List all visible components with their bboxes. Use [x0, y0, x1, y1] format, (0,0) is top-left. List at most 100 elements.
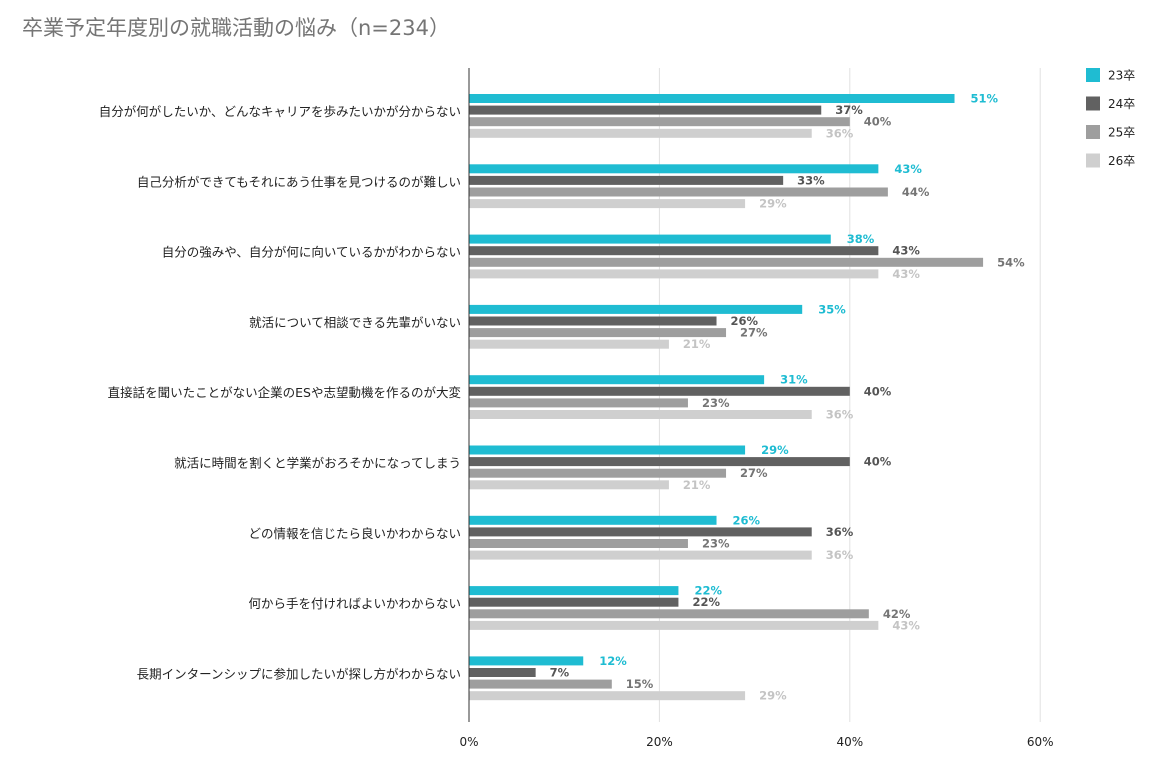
data-label: 51% [971, 92, 999, 106]
axis: 0% 20% 40% 60% [459, 68, 1054, 749]
data-label: 40% [864, 455, 892, 469]
legend-swatch[interactable] [1086, 96, 1100, 111]
data-label: 38% [847, 232, 875, 246]
x-tick-label: 0% [459, 735, 478, 749]
data-label: 43% [892, 618, 920, 632]
legend-label[interactable]: 23卒 [1108, 69, 1135, 83]
bar [469, 328, 727, 338]
data-label: 21% [683, 478, 711, 492]
legend-label[interactable]: 24卒 [1108, 97, 1135, 111]
legend-swatch[interactable] [1086, 125, 1100, 139]
bar [469, 457, 850, 467]
data-label: 22% [694, 584, 722, 598]
data-label: 35% [818, 302, 846, 316]
bar [469, 234, 831, 244]
bar [469, 269, 879, 279]
data-label: 27% [740, 326, 768, 340]
data-label: 21% [683, 337, 711, 351]
bar [469, 175, 784, 185]
bar [469, 539, 688, 548]
category-label: 自分の強みや、自分が何に向いているかがわからない [162, 245, 461, 260]
bar [469, 105, 822, 115]
x-tick-label: 60% [1027, 735, 1054, 749]
legend-label[interactable]: 26卒 [1108, 154, 1135, 168]
data-label: 7% [550, 666, 570, 680]
data-label: 23% [702, 396, 730, 410]
bar [469, 94, 955, 103]
bar [469, 468, 727, 478]
bar [469, 410, 812, 419]
data-label: 33% [797, 173, 825, 187]
bar [469, 527, 812, 537]
bars [469, 94, 984, 701]
bar [469, 304, 803, 314]
bar [469, 679, 612, 689]
data-label: 43% [892, 267, 920, 281]
bar [469, 199, 746, 209]
category-label: どの情報を信じたら良いかわからない [248, 526, 461, 541]
data-label: 40% [864, 384, 892, 398]
category-label: 長期インターンシップに参加したいが探し方がわからない [137, 666, 461, 681]
category-label: 自分が何がしたいか、どんなキャリアを歩みたいかが分からない [99, 104, 461, 119]
bar [469, 257, 984, 267]
bar [469, 620, 879, 630]
bar [469, 445, 746, 455]
legend-swatch[interactable] [1086, 153, 1100, 168]
bar [469, 480, 669, 490]
data-label: 22% [692, 595, 720, 609]
category-label: 就活について相談できる先輩がいない [249, 315, 461, 330]
data-label: 43% [894, 162, 922, 176]
data-label: 44% [902, 185, 930, 199]
bar [469, 597, 679, 607]
bar [469, 164, 879, 174]
category-label: 就活に時間を割くと学業がおろそかになってしまう [174, 456, 461, 471]
data-label: 23% [702, 537, 730, 551]
data-label: 54% [997, 255, 1025, 269]
bar [469, 386, 850, 396]
data-label: 36% [826, 408, 854, 422]
category-label: 何から手を付ければよいかわからない [248, 596, 461, 611]
data-label: 36% [826, 548, 854, 562]
bar [469, 375, 765, 385]
bar [469, 187, 888, 197]
data-label: 29% [759, 689, 787, 703]
bar [469, 246, 879, 256]
data-label: 36% [826, 525, 854, 539]
bar [469, 128, 812, 138]
data-label: 29% [759, 197, 787, 211]
data-label: 31% [780, 373, 808, 387]
category-label: 自己分析ができてもそれにあう仕事を見つけるのが難しい [137, 174, 461, 189]
bar [469, 609, 869, 619]
data-label: 27% [740, 466, 768, 480]
category-label: 直接話を聞いたことがない企業のESや志望動機を作るのが大変 [108, 385, 461, 400]
value-labels: 51%37%40%36%43%33%44%29%38%43%54%43%35%2… [550, 92, 1025, 703]
legend-swatch[interactable] [1086, 68, 1100, 82]
bar [469, 656, 584, 666]
bar [469, 586, 679, 596]
data-label: 37% [835, 103, 863, 117]
data-label: 40% [864, 115, 892, 129]
data-label: 36% [826, 126, 854, 140]
data-label: 12% [599, 654, 627, 668]
bar [469, 550, 812, 560]
data-label: 43% [892, 244, 920, 258]
data-label: 29% [761, 443, 789, 457]
x-tick-label: 20% [646, 735, 673, 749]
chart-title: 卒業予定年度別の就職活動の悩み（n=234） [22, 16, 450, 40]
bar [469, 515, 717, 525]
bar [469, 117, 850, 127]
bar [469, 339, 669, 349]
bar [469, 668, 536, 677]
legend-label[interactable]: 25卒 [1108, 126, 1135, 140]
data-label: 26% [731, 314, 759, 328]
bar [469, 691, 746, 701]
bar [469, 316, 717, 326]
data-label: 26% [733, 513, 761, 527]
legend[interactable]: 23卒 24卒 25卒 26卒 [1086, 68, 1135, 168]
data-label: 42% [883, 607, 911, 621]
category-labels: 自分が何がしたいか、どんなキャリアを歩みたいかが分からない自己分析ができてもそれ… [99, 104, 461, 681]
x-tick-label: 40% [836, 735, 863, 749]
bar [469, 398, 688, 408]
data-label: 15% [626, 677, 654, 691]
